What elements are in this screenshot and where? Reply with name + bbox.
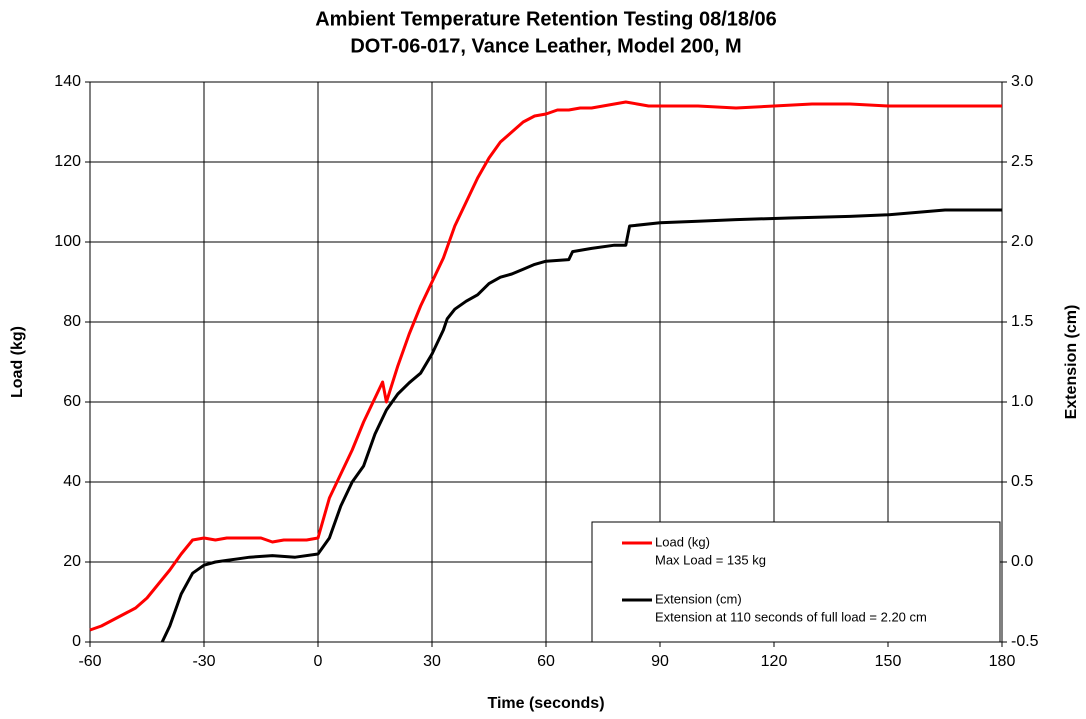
x-tick-label: 150	[875, 653, 902, 670]
y-tick-label: 140	[54, 73, 81, 90]
x-tick-label: 120	[761, 653, 788, 670]
x-tick-label: 180	[989, 653, 1016, 670]
x-tick-label: 60	[537, 653, 555, 670]
legend-label: Extension (cm)	[655, 591, 742, 606]
x-tick-label: 0	[314, 653, 323, 670]
y2-tick-label: 1.0	[1011, 393, 1033, 410]
series-line	[89, 100, 1002, 632]
y2-tick-label: 2.0	[1011, 233, 1033, 250]
y2-axis-title: Extension (cm)	[1063, 305, 1080, 420]
x-tick-label: 30	[423, 653, 441, 670]
x-tick-label: -30	[192, 653, 215, 670]
y-tick-label: 0	[72, 633, 81, 650]
x-tick-label: 90	[651, 653, 669, 670]
y-tick-label: 80	[63, 313, 81, 330]
legend-annotation: Extension at 110 seconds of full load = …	[655, 609, 927, 624]
legend-annotation: Max Load = 135 kg	[655, 552, 766, 567]
y-axis-title: Load (kg)	[9, 326, 26, 398]
y-tick-label: 120	[54, 153, 81, 170]
series-line	[160, 208, 1002, 643]
x-tick-label: -60	[78, 653, 101, 670]
plot-frame	[89, 81, 1003, 643]
y-tick-label: 40	[63, 473, 81, 490]
y2-tick-label: 1.5	[1011, 313, 1033, 330]
y-tick-label: 100	[54, 233, 81, 250]
y2-tick-label: 3.0	[1011, 73, 1033, 90]
y2-tick-label: 0.0	[1011, 553, 1033, 570]
y-tick-label: 60	[63, 393, 81, 410]
chart-title: Ambient Temperature Retention Testing 08…	[315, 8, 777, 30]
legend-label: Load (kg)	[655, 534, 710, 549]
y2-tick-label: 2.5	[1011, 153, 1033, 170]
x-axis-title: Time (seconds)	[487, 695, 604, 712]
y2-tick-label: -0.5	[1011, 633, 1039, 650]
y-tick-label: 20	[63, 553, 81, 570]
chart-subtitle: DOT-06-017, Vance Leather, Model 200, M	[350, 35, 741, 57]
y2-tick-label: 0.5	[1011, 473, 1033, 490]
legend-box	[591, 521, 1001, 643]
